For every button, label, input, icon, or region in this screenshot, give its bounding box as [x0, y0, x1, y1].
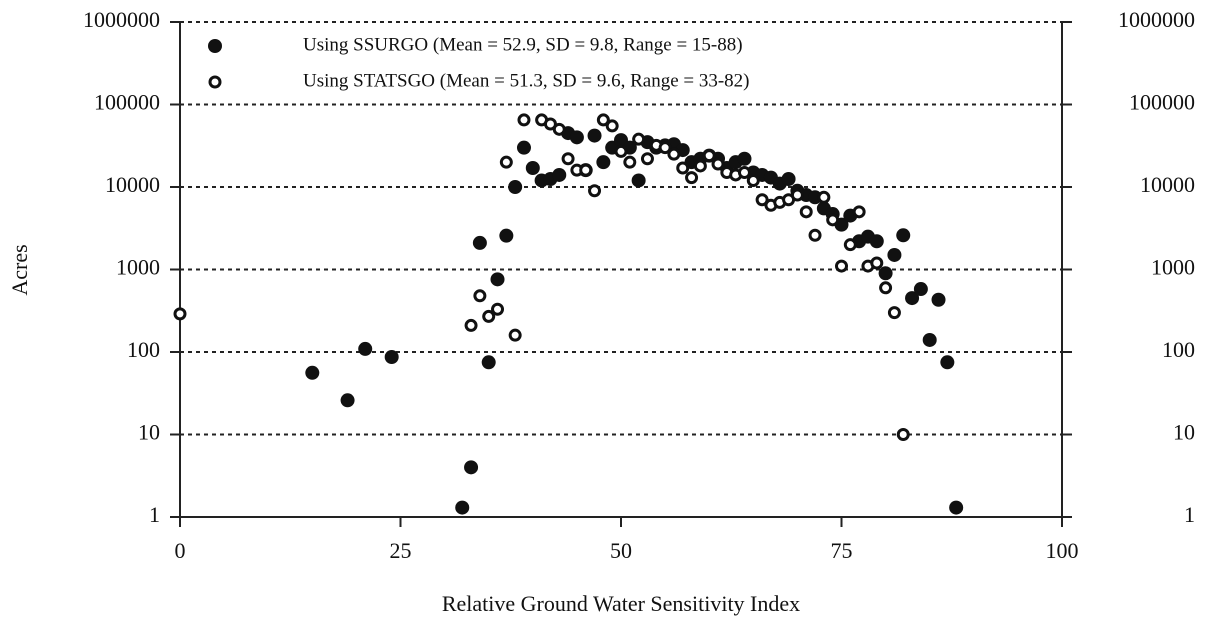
point [843, 238, 857, 252]
legend-marker [208, 39, 222, 53]
point [579, 163, 593, 177]
point [614, 144, 628, 158]
point [737, 151, 752, 166]
point [464, 318, 478, 332]
point [473, 289, 487, 303]
y2-tick-label: 1 [1184, 502, 1195, 527]
point [658, 141, 672, 155]
point [552, 167, 567, 182]
point [455, 500, 470, 515]
point [711, 157, 725, 171]
point [508, 328, 522, 342]
y2-tick-label: 100 [1162, 337, 1195, 362]
point [305, 365, 320, 380]
point [516, 140, 531, 155]
point [588, 184, 602, 198]
point [949, 500, 964, 515]
x-tick-label: 50 [610, 538, 632, 563]
point [517, 113, 531, 127]
point [737, 165, 751, 179]
point [799, 205, 813, 219]
y-tick-label: 100 [127, 337, 160, 362]
point [481, 355, 496, 370]
point [667, 147, 681, 161]
point [746, 173, 760, 187]
legend-marker [208, 75, 222, 89]
point [852, 205, 866, 219]
point [552, 122, 566, 136]
point [587, 128, 602, 143]
point [472, 235, 487, 250]
x-tick-label: 75 [831, 538, 853, 563]
point [896, 428, 910, 441]
point [685, 171, 699, 185]
point [596, 155, 611, 170]
point [464, 460, 479, 475]
point [781, 172, 796, 187]
legend-label: Using STATSGO (Mean = 51.3, SD = 9.6, Ra… [303, 70, 750, 91]
y-tick-label: 1000 [116, 255, 160, 280]
y-axis-label: Acres [7, 244, 32, 295]
y2-tick-label: 1000 [1151, 255, 1195, 280]
point [905, 291, 920, 306]
y2-tick-label: 10000 [1140, 172, 1195, 197]
x-tick-label: 25 [390, 538, 412, 563]
point [543, 117, 557, 131]
point [913, 282, 928, 297]
point [569, 130, 584, 145]
y2-tick-label: 1000000 [1118, 7, 1195, 32]
point [482, 309, 496, 323]
point [922, 332, 937, 347]
y2-tick-label: 10 [1173, 420, 1195, 445]
point [640, 152, 654, 166]
y-tick-label: 1 [149, 502, 160, 527]
point [790, 188, 804, 202]
y2-tick-label: 100000 [1129, 90, 1195, 115]
point [940, 355, 955, 370]
point [340, 393, 355, 408]
point [870, 256, 884, 270]
point [693, 159, 707, 173]
point [632, 132, 646, 146]
point [887, 306, 901, 320]
point [358, 341, 373, 356]
point [869, 234, 884, 249]
point [561, 152, 575, 166]
point [879, 281, 893, 295]
point [896, 228, 911, 243]
point [887, 247, 902, 262]
point [605, 119, 619, 133]
point [491, 302, 505, 316]
point [931, 292, 946, 307]
point [878, 266, 893, 281]
y-tick-label: 100000 [94, 90, 160, 115]
point [826, 213, 840, 227]
point [173, 307, 187, 321]
point [490, 272, 505, 287]
x-tick-label: 100 [1046, 538, 1079, 563]
y-tick-label: 1000000 [83, 7, 160, 32]
point [835, 259, 848, 273]
point [808, 228, 822, 242]
point [499, 155, 513, 169]
y-tick-label: 10000 [105, 172, 160, 197]
point [508, 180, 523, 194]
point [631, 173, 646, 188]
point [623, 155, 637, 169]
point [384, 349, 399, 364]
point [817, 190, 831, 204]
x-axis-label: Relative Ground Water Sensitivity Index [442, 591, 800, 616]
point [525, 160, 540, 175]
x-tick-label: 0 [175, 538, 186, 563]
y-tick-label: 10 [138, 420, 160, 445]
point [755, 193, 769, 207]
legend-label: Using SSURGO (Mean = 52.9, SD = 9.8, Ran… [303, 34, 743, 55]
point [499, 228, 514, 243]
point [702, 149, 716, 163]
point [596, 113, 610, 127]
point [676, 161, 690, 175]
